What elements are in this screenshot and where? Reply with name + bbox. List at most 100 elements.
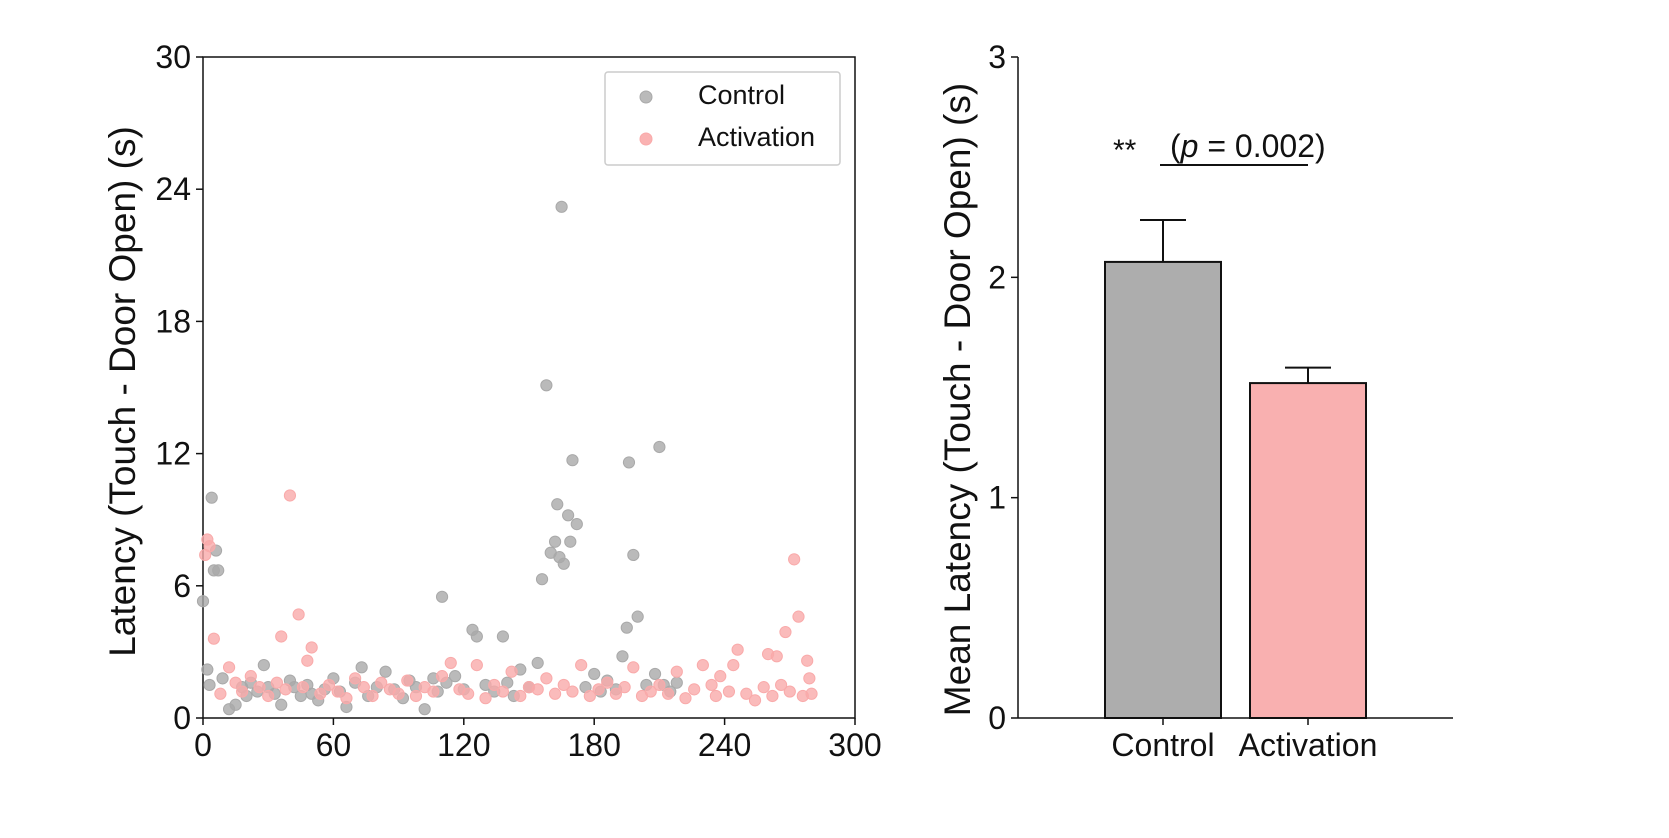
control-point [616,650,629,663]
activation-point [618,681,631,694]
control-point [631,610,644,623]
activation-point [601,676,614,689]
activation-point [444,656,457,670]
control-point [496,630,510,643]
activation-point [292,608,305,621]
control-point [551,498,564,511]
activation-point [783,685,796,698]
activation-point [727,659,740,672]
activation-point [575,659,588,672]
p-symbol: p [1180,128,1199,164]
y-tick-label: 2 [988,259,1006,295]
y-tick-label: 0 [173,700,191,736]
control-point [275,698,288,711]
y-tick-label: 0 [988,700,1006,736]
activation-point [340,692,353,705]
control-point [196,595,210,608]
control-point [470,630,483,643]
legend-control-marker [639,90,653,104]
activation-point [775,678,788,692]
activation-point [740,687,753,700]
activation-point [214,687,227,700]
activation-point [696,659,709,672]
x-tick-label: Control [1111,727,1214,763]
activation-point [496,685,510,698]
x-tick-label: 180 [568,727,621,763]
bar-chart: 0 1 2 3 Control Activation Mean Latency (Tou… [937,39,1453,763]
activation-point [470,659,483,672]
activation-point [349,672,362,685]
activation-point [766,689,779,703]
y-tick-label: 24 [155,171,191,207]
activation-series [199,489,818,707]
activation-point [296,681,310,694]
activation-point [366,689,379,703]
activation-point [305,641,318,654]
activation-point [222,661,236,674]
activation-point [803,672,816,685]
y-tick-label: 1 [988,480,1006,516]
control-point [570,518,583,531]
activation-point [722,685,736,698]
significance-annotation: ** (p = 0.002) [1113,128,1326,167]
x-tick-label: Activation [1239,727,1378,763]
control-point [627,548,640,562]
activation-point [805,687,818,700]
scatter-legend: Control Activation [604,71,841,166]
bar-x-ticks: Control Activation [1111,718,1377,763]
control-point [588,667,601,681]
x-tick-label: 120 [437,727,490,763]
activation-point [427,685,440,698]
p-value-text: = 0.002) [1198,128,1325,164]
control-point [216,672,229,685]
activation-point [244,670,257,683]
activation-bar [1249,382,1367,719]
activation-point [514,689,527,703]
control-point [670,676,683,689]
scatter-y-axis-label: Latency (Touch - Door Open) (s) [102,126,143,657]
control-point [212,564,225,577]
activation-point [357,681,370,694]
activation-point [679,692,692,705]
activation-point [462,687,475,700]
legend-control-label: Control [698,80,785,110]
control-point [355,661,368,674]
legend-activation-marker [639,132,653,146]
scatter-x-ticks: 0 60 120 180 240 300 [194,718,882,763]
control-point [540,379,553,392]
control-point [257,659,270,672]
activation-point [270,676,283,689]
activation-point [229,676,242,689]
scatter-chart: 0 6 12 18 24 30 0 60 120 180 240 300 Latency (Touc… [102,39,882,763]
activation-point [770,650,783,663]
activation-point [479,692,492,705]
control-point [535,573,549,586]
control-series [196,200,683,716]
activation-point [435,670,449,683]
activation-point [731,643,744,656]
activation-point [331,685,344,698]
control-point [555,200,568,213]
activation-point [709,689,723,703]
p-open-paren: ( [1170,128,1181,164]
activation-point [748,694,762,707]
control-point [229,698,242,711]
p-value-label: (p = 0.002) [1170,128,1326,164]
activation-point [283,489,297,502]
control-point [531,656,544,670]
activation-point [644,685,657,698]
activation-point [757,681,770,694]
activation-point [540,672,553,685]
activation-point [714,670,727,683]
x-tick-label: 60 [316,727,352,763]
activation-point [705,678,718,692]
activation-point [253,681,266,694]
control-point [648,667,662,681]
x-tick-label: 0 [194,727,212,763]
control-point [205,491,218,504]
y-tick-label: 30 [155,39,191,75]
control-point [564,535,577,548]
control-point [653,440,666,454]
bar-chart-bars [1104,219,1367,719]
